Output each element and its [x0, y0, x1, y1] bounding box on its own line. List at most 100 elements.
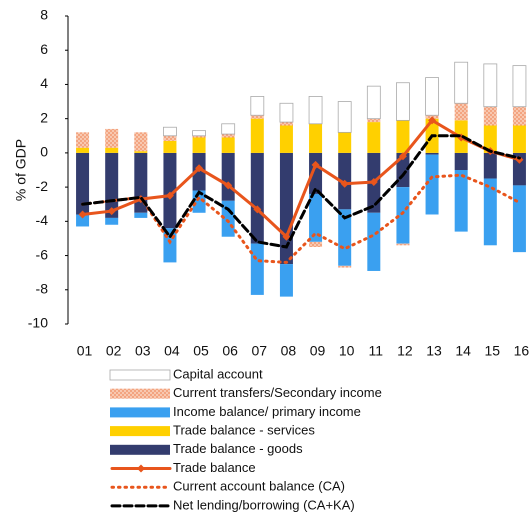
x-tick-label: 13: [426, 343, 442, 359]
line-marker: [78, 210, 87, 219]
line-marker: [369, 177, 378, 186]
bar-segment: [279, 122, 293, 126]
x-tick-label: 16: [514, 343, 530, 359]
bar-segment: [105, 128, 119, 148]
bar-segment: [425, 152, 439, 155]
bar-segment: [454, 170, 468, 232]
line-marker: [282, 232, 291, 241]
x-tick-label: 09: [310, 343, 326, 359]
y-axis-title: % of GDP: [13, 139, 29, 201]
bar-segment: [483, 106, 497, 126]
y-tick-label: 4: [40, 75, 48, 91]
legend-label: Current transfers/Secondary income: [173, 385, 382, 400]
bar-segment: [163, 140, 177, 153]
y-tick-label: 6: [40, 41, 48, 57]
x-tick-label: 04: [164, 343, 180, 359]
bar-segment: [250, 115, 264, 119]
legend-swatch: [110, 426, 170, 437]
bar-segment: [367, 118, 381, 123]
bar-segment: [309, 241, 323, 247]
bar-segment: [163, 152, 177, 229]
bar-segment: [454, 103, 468, 121]
bar-segment: [367, 212, 381, 271]
bar-segment: [163, 126, 177, 137]
y-tick-label: 8: [40, 7, 48, 23]
line-marker: [253, 205, 262, 214]
x-tick-label: 02: [106, 343, 122, 359]
y-tick-label: -8: [36, 280, 49, 296]
line-series: [81, 134, 521, 249]
legend-label: Trade balance - goods: [173, 441, 303, 456]
bar-segment: [309, 193, 323, 242]
y-tick-label: 0: [40, 144, 48, 160]
bar-segment: [512, 152, 526, 186]
x-tick-label: 06: [222, 343, 238, 359]
bar-segment: [163, 228, 177, 263]
bar-segment: [250, 152, 264, 244]
bar-segment: [483, 152, 497, 179]
x-tick-label: 08: [281, 343, 297, 359]
bar-segment: [76, 132, 90, 148]
line-marker: [398, 152, 407, 161]
legend-label: Current account balance (CA): [173, 479, 345, 494]
bar-segment: [309, 123, 323, 153]
bar-segment: [279, 102, 294, 123]
bar-segment: [512, 65, 527, 108]
bar-segment: [396, 187, 410, 244]
bar-segment: [76, 152, 90, 215]
legend-marker: [137, 464, 145, 473]
bar-segment: [163, 135, 177, 141]
y-tick-label: -4: [36, 212, 49, 228]
bar-segment: [454, 152, 468, 170]
bar-segment: [221, 123, 236, 135]
bar-segment: [279, 125, 293, 153]
bar-segment: [483, 125, 497, 153]
bar-segment: [512, 106, 526, 126]
line-series: [81, 118, 521, 240]
bar-segment: [76, 147, 90, 153]
bar-segment: [367, 122, 381, 153]
bar-segment: [279, 264, 293, 297]
line-marker: [165, 191, 174, 200]
legend-label: Capital account: [173, 366, 263, 381]
x-tick-label: 05: [193, 343, 209, 359]
x-tick-label: 07: [252, 343, 268, 359]
x-tick-label: 14: [455, 343, 471, 359]
line-marker: [224, 181, 233, 190]
legend-label: Trade balance: [173, 460, 256, 475]
y-tick-label: -6: [36, 246, 49, 262]
bar-segment: [308, 96, 323, 125]
y-tick-label: 2: [40, 109, 48, 125]
bar-segment: [338, 265, 352, 268]
bar-segment: [483, 63, 498, 108]
line-series: [81, 173, 521, 264]
bar-segment: [250, 243, 264, 295]
bar-segment: [483, 178, 497, 246]
bar-segment: [396, 82, 410, 121]
bar-segment: [192, 135, 206, 138]
legend-label: Net lending/borrowing (CA+KA): [173, 497, 355, 512]
bar-segment: [425, 77, 439, 116]
bar-segment: [105, 217, 119, 225]
y-tick-label: -2: [36, 178, 49, 194]
x-tick-label: 03: [135, 343, 151, 359]
bar-segment: [512, 185, 526, 253]
x-tick-label: 11: [369, 343, 384, 359]
bar-segment: [192, 137, 206, 153]
line-marker: [107, 207, 116, 216]
bar-segment: [76, 214, 90, 227]
bar-segment: [338, 132, 352, 153]
bar-segment: [105, 147, 119, 153]
bar-segment: [396, 120, 410, 153]
line-marker: [340, 179, 349, 188]
bar-segment: [425, 154, 439, 215]
x-tick-label: 01: [77, 343, 93, 359]
bar-segment: [454, 61, 469, 104]
bar-segment: [134, 132, 148, 152]
legend-label: Income balance/ primary income: [173, 404, 361, 419]
bar-segment: [366, 85, 381, 120]
y-tick-label: -10: [28, 315, 48, 331]
x-tick-label: 12: [397, 343, 413, 359]
bar-segment: [250, 118, 264, 153]
